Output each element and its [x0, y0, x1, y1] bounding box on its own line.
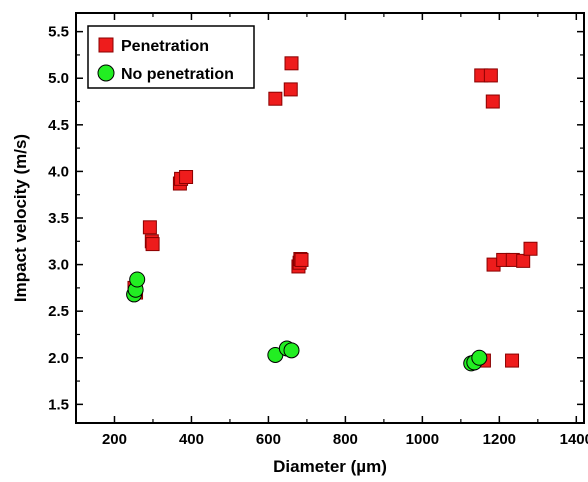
x-tick-label: 800 — [333, 431, 358, 448]
legend-label: Penetration — [121, 38, 209, 55]
legend-marker-circle — [97, 64, 115, 82]
data-point-square — [179, 170, 194, 184]
data-point-square — [483, 68, 498, 83]
data-point-square — [516, 253, 531, 268]
data-point-square — [268, 91, 283, 106]
y-tick-label: 4.0 — [48, 163, 69, 180]
legend-label: No penetration — [121, 66, 234, 83]
data-point-square — [145, 237, 160, 252]
x-tick-label: 1000 — [406, 431, 439, 448]
data-point-square — [142, 220, 157, 235]
y-axis-label: Impact velocity (m/s) — [11, 134, 30, 302]
y-tick-label: 5.5 — [48, 24, 69, 41]
y-tick-label: 4.5 — [48, 117, 69, 134]
x-tick-label: 1200 — [483, 431, 516, 448]
data-point-square — [284, 56, 299, 71]
data-point-square — [485, 94, 500, 109]
x-tick-label: 400 — [179, 431, 204, 448]
x-tick-label: 200 — [102, 431, 127, 448]
y-tick-label: 2.5 — [48, 303, 69, 320]
data-point-circle — [283, 342, 300, 359]
legend-marker-square — [98, 37, 114, 53]
data-point-square — [294, 252, 309, 267]
x-tick-label: 600 — [256, 431, 281, 448]
data-point-circle — [129, 271, 146, 288]
y-tick-label: 3.0 — [48, 257, 69, 274]
y-tick-label: 3.5 — [48, 210, 69, 227]
data-point-square — [523, 241, 538, 256]
data-point-square — [505, 353, 520, 368]
y-tick-label: 2.0 — [48, 350, 69, 367]
legend-box — [87, 25, 255, 89]
data-point-circle — [471, 349, 488, 366]
y-tick-label: 1.5 — [48, 396, 69, 413]
x-axis-label: Diameter (µm) — [273, 457, 387, 476]
x-tick-label: 1400 — [560, 431, 588, 448]
y-tick-label: 5.0 — [48, 70, 69, 87]
data-point-square — [283, 82, 298, 97]
